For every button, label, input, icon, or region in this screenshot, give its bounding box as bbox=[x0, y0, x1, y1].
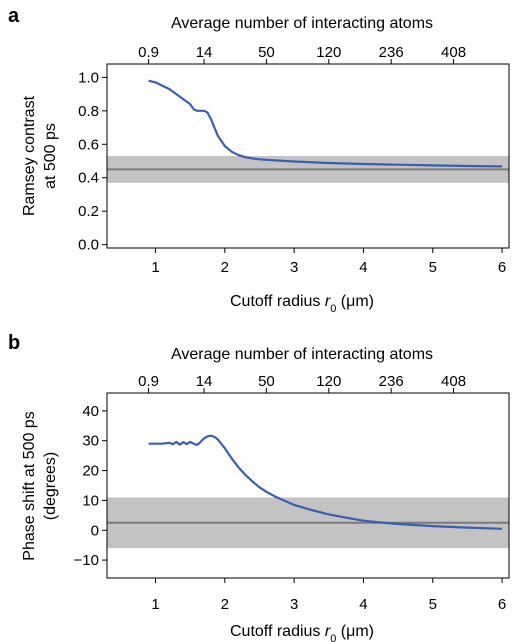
top-tick-label: 120 bbox=[316, 44, 341, 61]
x-tick-label: 2 bbox=[221, 259, 229, 276]
top-tick-label: 14 bbox=[196, 44, 213, 61]
top-tick-label: 0.9 bbox=[138, 44, 159, 61]
y-tick-label: 40 bbox=[82, 403, 99, 420]
y-tick-label: 0.8 bbox=[78, 103, 99, 120]
panel-letter: a bbox=[8, 5, 20, 27]
y-tick-label: 0.2 bbox=[78, 203, 99, 220]
y-tick-label: 30 bbox=[82, 433, 99, 450]
x-axis-title: Cutoff radius r0 (μm) bbox=[230, 293, 374, 315]
x-axis-title: Cutoff radius r0 (μm) bbox=[230, 623, 374, 642]
y-tick-label: −10 bbox=[74, 552, 99, 569]
x-tick-label: 4 bbox=[359, 259, 367, 276]
y-tick-label: 10 bbox=[82, 492, 99, 509]
y-tick-label: 0.0 bbox=[78, 237, 99, 254]
top-tick-label: 50 bbox=[258, 44, 275, 61]
panel-letter: b bbox=[8, 332, 20, 354]
y-axis-title-line: Ramsey contrast bbox=[21, 95, 38, 216]
plot-frame bbox=[107, 393, 509, 578]
series-line bbox=[149, 81, 503, 167]
x-tick-label: 3 bbox=[290, 259, 298, 276]
panel-a: a Average number of interacting atoms Ra… bbox=[8, 5, 509, 315]
plot-area: 1 2 3 4 5 6 0.9 14 50 120 236 408 −10 0 10 20 30 40 bbox=[74, 373, 509, 613]
y-axis-title-line: (degrees) bbox=[42, 452, 59, 520]
x-tick-label: 3 bbox=[290, 596, 298, 613]
y-axis-title-line: Phase shift at 500 ps bbox=[21, 411, 38, 560]
top-tick-label: 408 bbox=[441, 373, 466, 390]
x-tick-label: 6 bbox=[498, 596, 506, 613]
x-tick-label: 1 bbox=[151, 596, 159, 613]
plot-area: 1 2 3 4 5 6 0.9 14 50 120 236 408 0.0 0.2 0.4 0.6 0.8 1.0 bbox=[78, 44, 509, 276]
top-tick-label: 14 bbox=[196, 373, 213, 390]
y-tick-label: 0 bbox=[91, 522, 99, 539]
y-tick-label: 1.0 bbox=[78, 69, 99, 86]
top-tick-label: 50 bbox=[258, 373, 275, 390]
y-axis-title: Ramsey contrast at 500 ps bbox=[21, 95, 59, 216]
y-tick-label: 0.4 bbox=[78, 170, 99, 187]
top-axis-title: Average number of interacting atoms bbox=[171, 15, 433, 32]
y-tick-label: 20 bbox=[82, 463, 99, 480]
x-tick-label: 4 bbox=[359, 596, 367, 613]
top-axis-title: Average number of interacting atoms bbox=[171, 346, 433, 363]
x-tick-label: 6 bbox=[498, 259, 506, 276]
y-tick-label: 0.6 bbox=[78, 136, 99, 153]
y-axis-title-line: at 500 ps bbox=[42, 123, 59, 189]
top-tick-label: 0.9 bbox=[138, 373, 159, 390]
top-tick-label: 236 bbox=[379, 373, 404, 390]
y-axis-title: Phase shift at 500 ps (degrees) bbox=[21, 411, 59, 560]
x-tick-label: 2 bbox=[221, 596, 229, 613]
top-tick-label: 408 bbox=[441, 44, 466, 61]
x-tick-label: 5 bbox=[429, 259, 437, 276]
x-tick-label: 1 bbox=[151, 259, 159, 276]
panel-b: b Average number of interacting atoms Ph… bbox=[8, 332, 509, 642]
x-tick-label: 5 bbox=[429, 596, 437, 613]
top-tick-label: 120 bbox=[316, 373, 341, 390]
top-tick-label: 236 bbox=[379, 44, 404, 61]
